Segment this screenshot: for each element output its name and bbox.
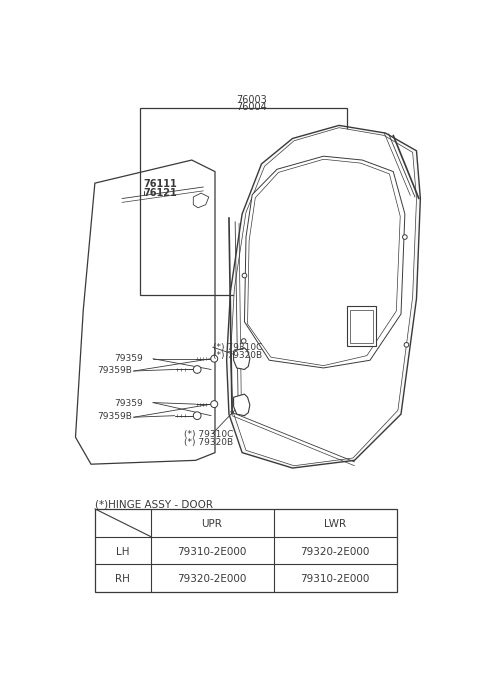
Polygon shape [234, 348, 250, 370]
Text: LH: LH [116, 547, 130, 556]
Circle shape [193, 365, 201, 373]
Text: (*) 79320B: (*) 79320B [184, 438, 233, 447]
Circle shape [242, 273, 247, 278]
Text: (*)HINGE ASSY - DOOR: (*)HINGE ASSY - DOOR [95, 500, 213, 509]
Text: UPR: UPR [202, 519, 222, 529]
Bar [347, 307, 376, 347]
Polygon shape [227, 125, 420, 468]
Polygon shape [248, 159, 400, 365]
Text: 79359B: 79359B [97, 412, 132, 421]
Text: (*) 79310C: (*) 79310C [184, 430, 233, 439]
Circle shape [241, 397, 246, 401]
Polygon shape [244, 156, 405, 368]
Text: 79320-2E000: 79320-2E000 [300, 547, 370, 556]
Text: 79310-2E000: 79310-2E000 [300, 574, 370, 584]
Text: 79320-2E000: 79320-2E000 [177, 574, 247, 584]
Polygon shape [75, 160, 215, 464]
Text: (*) 79320B: (*) 79320B [213, 351, 262, 360]
Circle shape [404, 343, 409, 347]
Text: 76004: 76004 [236, 102, 267, 111]
Text: RH: RH [115, 574, 130, 584]
Text: 76003: 76003 [236, 95, 267, 104]
Circle shape [241, 338, 246, 343]
Text: (*) 79310C: (*) 79310C [213, 343, 262, 352]
Bar [140, 109, 347, 295]
Circle shape [211, 355, 218, 362]
Circle shape [193, 412, 201, 419]
Text: 76121: 76121 [144, 188, 178, 198]
Polygon shape [230, 128, 417, 466]
Bar [350, 310, 373, 343]
Circle shape [403, 235, 407, 239]
Text: LWR: LWR [324, 519, 346, 529]
Text: 76111: 76111 [144, 179, 178, 190]
Text: 79310-2E000: 79310-2E000 [177, 547, 247, 556]
Circle shape [211, 401, 218, 408]
Text: 79359: 79359 [114, 354, 143, 363]
Polygon shape [234, 394, 250, 416]
Bar [95, 509, 397, 592]
Text: 79359: 79359 [114, 399, 143, 408]
Polygon shape [193, 193, 209, 208]
Text: 79359B: 79359B [97, 366, 132, 375]
